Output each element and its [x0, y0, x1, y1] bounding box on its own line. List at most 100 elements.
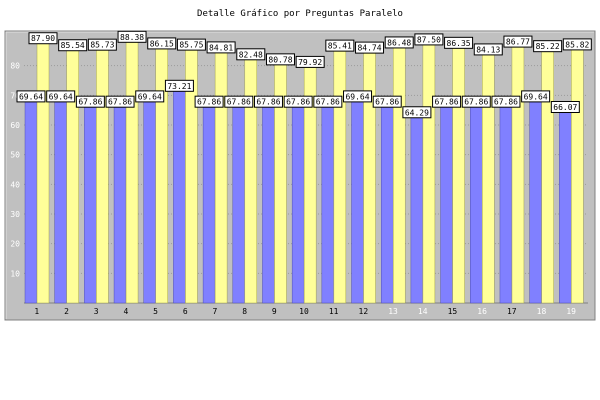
y-tick-label: 40 — [10, 180, 20, 189]
data-label-series-1-box — [105, 95, 135, 108]
x-tick-label: 3 — [94, 307, 99, 316]
x-tick-label: 17 — [507, 307, 517, 316]
bar-series-1 — [84, 101, 97, 304]
data-label-series-1: 66.07 — [553, 103, 577, 112]
y-tick-label: 80 — [10, 62, 20, 71]
bar-series-2 — [333, 49, 347, 304]
bar-series-1 — [321, 101, 335, 304]
bar-series-1 — [24, 96, 38, 304]
data-label-series-1: 64.29 — [405, 108, 429, 117]
data-label-series-1-box — [313, 95, 343, 108]
data-label-series-2-box — [236, 48, 266, 61]
data-label-series-1: 69.64 — [19, 92, 43, 101]
bar-series-1 — [143, 96, 156, 304]
data-label-series-1-box — [372, 95, 402, 108]
x-tick-label: 11 — [329, 307, 339, 316]
data-label-series-1: 67.86 — [78, 98, 102, 107]
data-label-series-1: 67.86 — [197, 98, 221, 107]
bar-series-1 — [470, 101, 483, 304]
data-label-series-1: 67.86 — [286, 98, 310, 107]
data-label-series-2-box — [87, 38, 117, 51]
data-label-series-2-box — [265, 53, 295, 66]
x-tick-label: 7 — [213, 307, 218, 316]
y-tick-label: 70 — [10, 91, 20, 100]
bar-series-2 — [511, 45, 525, 304]
data-label-series-2: 86.35 — [447, 39, 471, 48]
data-label-series-2-box — [58, 39, 88, 52]
data-label-series-2: 85.54 — [61, 41, 85, 50]
data-label-series-2: 86.77 — [506, 38, 530, 47]
data-label-series-1-box — [550, 100, 580, 113]
x-tick-label: 9 — [272, 307, 277, 316]
data-label-series-2-box — [176, 38, 206, 51]
data-label-series-1: 73.21 — [167, 82, 191, 91]
data-label-series-2-box — [414, 33, 444, 46]
data-label-series-1-box — [194, 95, 224, 108]
data-label-series-1-box — [224, 95, 254, 108]
data-label-series-2: 85.82 — [565, 40, 589, 49]
data-label-series-1-box — [283, 95, 313, 108]
data-label-series-1: 69.64 — [138, 92, 162, 101]
data-label-series-2: 85.75 — [179, 41, 203, 50]
y-tick-label: 10 — [10, 269, 20, 278]
data-label-series-1: 67.86 — [316, 98, 340, 107]
y-tick-label: 60 — [10, 121, 20, 130]
bar-series-2 — [571, 48, 584, 304]
bar-series-1 — [173, 85, 186, 304]
data-label-series-1: 69.64 — [49, 92, 73, 101]
data-label-series-1-box — [402, 106, 432, 119]
bar-series-2 — [214, 51, 228, 304]
data-label-series-2: 84.74 — [357, 44, 381, 53]
data-label-series-1: 67.86 — [375, 98, 399, 107]
data-label-series-1-box — [135, 90, 165, 103]
data-label-series-1-box — [461, 95, 491, 108]
bar-series-2 — [541, 49, 554, 304]
bar-series-2 — [125, 40, 139, 304]
bar-series-1 — [529, 96, 542, 304]
bar-series-2 — [363, 51, 376, 304]
data-label-series-1: 67.86 — [464, 98, 488, 107]
data-label-series-2: 84.13 — [476, 45, 500, 54]
data-label-series-2-box — [444, 36, 474, 49]
x-tick-label: 1 — [34, 307, 39, 316]
x-tick-label: 16 — [477, 307, 487, 316]
data-label-series-2: 86.15 — [150, 39, 174, 48]
data-label-series-1-box — [253, 95, 283, 108]
data-label-series-1-box — [16, 90, 46, 103]
x-tick-label: 14 — [418, 307, 428, 316]
data-label-series-1-box — [521, 90, 551, 103]
x-tick-label: 4 — [123, 307, 128, 316]
bar-series-2 — [96, 48, 109, 304]
data-label-series-1-box — [491, 95, 521, 108]
data-label-series-2: 82.48 — [239, 50, 263, 59]
data-label-series-1: 67.86 — [256, 98, 280, 107]
bar-series-1 — [113, 101, 127, 304]
data-label-series-1: 67.86 — [494, 98, 518, 107]
data-label-series-2: 87.90 — [31, 34, 55, 43]
y-tick-label: 50 — [10, 151, 20, 160]
x-tick-label: 2 — [64, 307, 69, 316]
data-label-series-2: 85.73 — [90, 41, 114, 50]
bar-series-1 — [499, 101, 513, 304]
data-label-series-1: 67.86 — [435, 98, 459, 107]
data-label-series-1: 67.86 — [227, 98, 251, 107]
bar-series-1 — [54, 96, 67, 304]
data-label-series-1: 67.86 — [108, 98, 132, 107]
bar-series-1 — [262, 101, 275, 304]
data-label-series-2: 79.92 — [298, 58, 322, 67]
data-label-series-1-box — [46, 90, 76, 103]
x-tick-label: 15 — [448, 307, 458, 316]
data-label-series-1: 69.64 — [524, 92, 548, 101]
x-tick-label: 10 — [299, 307, 309, 316]
data-label-series-2-box — [473, 43, 503, 56]
x-tick-label: 18 — [537, 307, 547, 316]
bar-series-2 — [36, 41, 50, 304]
x-tick-label: 19 — [566, 307, 576, 316]
data-label-series-1-box — [164, 79, 194, 92]
data-label-series-2-box — [28, 32, 58, 45]
data-label-series-2-box — [325, 39, 355, 52]
bar-series-1 — [559, 106, 572, 304]
data-label-series-2: 85.41 — [328, 42, 352, 51]
